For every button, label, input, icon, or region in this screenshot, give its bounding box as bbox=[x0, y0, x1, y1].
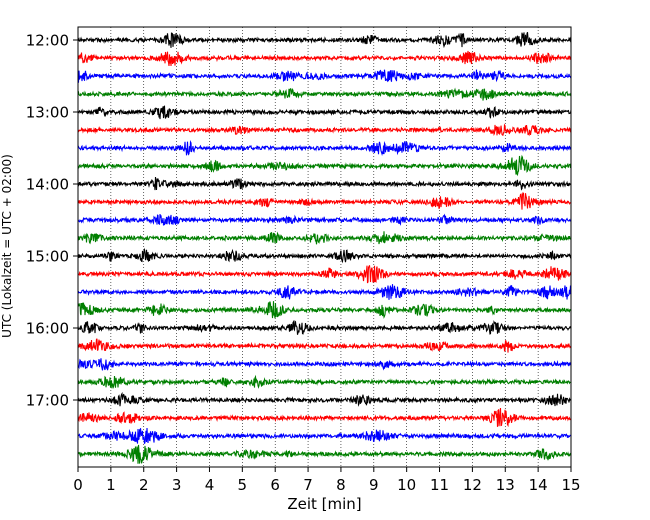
trace-line bbox=[77, 105, 572, 120]
x-tick-label: 15 bbox=[561, 476, 580, 494]
trace-line bbox=[77, 231, 572, 245]
trace-line bbox=[77, 358, 572, 371]
trace-line bbox=[77, 87, 572, 101]
trace-line bbox=[77, 69, 572, 83]
trace-line bbox=[77, 213, 572, 226]
x-axis-label: Zeit [min] bbox=[287, 495, 361, 513]
y-tick-label: 12:00 bbox=[26, 32, 69, 50]
trace-line bbox=[77, 192, 572, 210]
grid-lines bbox=[110, 27, 539, 467]
x-tick-label: 6 bbox=[270, 476, 280, 494]
trace-line bbox=[77, 140, 572, 157]
trace-line bbox=[77, 444, 572, 464]
trace-line bbox=[77, 284, 572, 300]
y-tick-label: 13:00 bbox=[26, 104, 69, 122]
trace-line bbox=[77, 123, 572, 137]
trace-line bbox=[77, 320, 572, 335]
x-tick-label: 0 bbox=[73, 476, 83, 494]
y-axis: 12:00 13:00 14:00 15:00 16:00 17:00 bbox=[26, 32, 78, 410]
plot-frame bbox=[77, 26, 572, 468]
x-tick-label: 4 bbox=[205, 476, 215, 494]
trace-line bbox=[77, 31, 572, 49]
x-tick-label: 9 bbox=[369, 476, 379, 494]
x-tick-label: 3 bbox=[172, 476, 182, 494]
y-tick-label: 15:00 bbox=[26, 248, 69, 266]
y-tick-label: 17:00 bbox=[26, 392, 69, 410]
trace-line bbox=[77, 265, 572, 284]
x-tick-label: 5 bbox=[238, 476, 248, 494]
trace-line bbox=[77, 428, 572, 444]
x-tick-label: 8 bbox=[336, 476, 346, 494]
x-tick-label: 2 bbox=[139, 476, 149, 494]
y-axis-label: UTC (Lokalzeit = UTC + 02:00) bbox=[0, 154, 14, 338]
x-tick-label: 12 bbox=[463, 476, 482, 494]
x-axis: 0 1 2 3 4 5 6 7 8 9 10 11 12 13 14 15 bbox=[73, 467, 581, 494]
trace-line bbox=[77, 177, 572, 191]
trace-line bbox=[77, 338, 572, 353]
x-tick-label: 10 bbox=[397, 476, 416, 494]
x-tick-label: 7 bbox=[303, 476, 313, 494]
trace-line bbox=[77, 50, 572, 67]
x-tick-label: 11 bbox=[430, 476, 449, 494]
trace-line bbox=[77, 154, 572, 177]
y-tick-label: 14:00 bbox=[26, 176, 69, 194]
trace-line bbox=[77, 247, 572, 264]
y-tick-label: 16:00 bbox=[26, 320, 69, 338]
trace-line bbox=[77, 407, 572, 428]
seismic-traces bbox=[77, 31, 572, 464]
x-tick-label: 1 bbox=[106, 476, 116, 494]
trace-line bbox=[77, 301, 572, 319]
x-tick-label: 13 bbox=[496, 476, 515, 494]
x-tick-label: 14 bbox=[529, 476, 548, 494]
trace-line bbox=[77, 391, 572, 407]
trace-line bbox=[77, 374, 572, 390]
